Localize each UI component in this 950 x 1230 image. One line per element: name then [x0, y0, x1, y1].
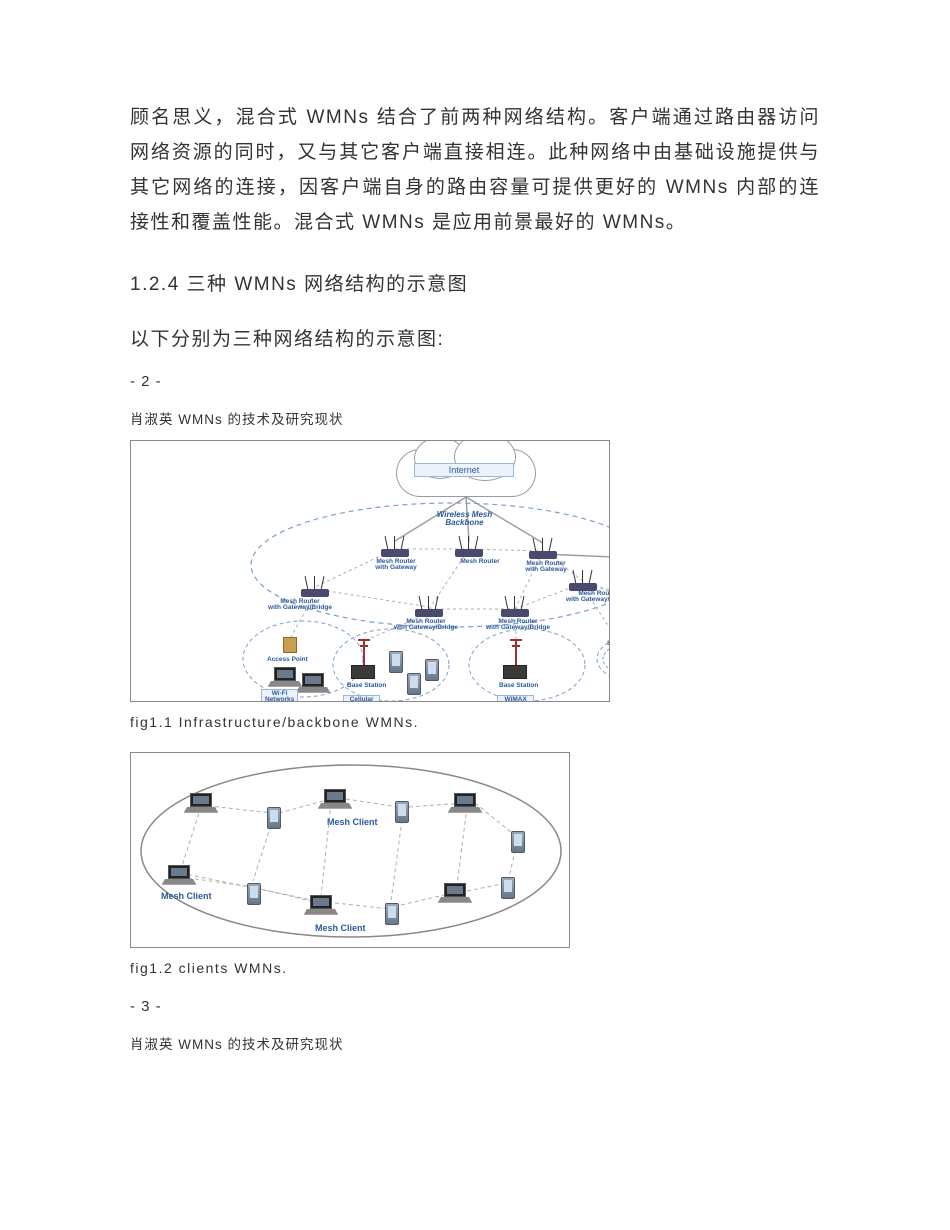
access-point-icon	[283, 637, 297, 653]
router-label: Mesh Router with Gateway/Bridge	[391, 619, 461, 632]
base-station-icon	[351, 665, 375, 679]
body-paragraph: 顾名思义，混合式 WMNs 结合了前两种网络结构。客户端通过路由器访问网络资源的…	[130, 100, 820, 241]
page-number-2: - 2 -	[130, 373, 820, 390]
mesh-router-icon	[501, 601, 529, 617]
figure-1-caption: fig1.1 Infrastructure/backbone WMNs.	[130, 714, 820, 730]
router-label: Mesh Router with Gateway/Bridge	[483, 619, 553, 632]
mesh-client-pda-icon	[511, 831, 525, 853]
base-station-label: Base Station	[347, 683, 386, 690]
mesh-router-icon	[569, 575, 597, 591]
wifi-networks-label: Wi-Fi Networks	[261, 689, 298, 702]
mesh-router-icon	[455, 541, 483, 557]
mesh-router-icon	[529, 543, 557, 559]
base-station-icon	[503, 665, 527, 679]
mesh-client-pda-icon	[267, 807, 281, 829]
base-station-label: Base Station	[499, 683, 538, 690]
mesh-client-laptop-icon	[165, 865, 193, 885]
sensor-label: Sensor	[607, 641, 610, 648]
mesh-client-pda-icon	[501, 877, 515, 899]
mesh-router-icon	[301, 581, 329, 597]
pda-icon	[425, 659, 439, 681]
mesh-client-laptop-icon	[321, 789, 349, 809]
figure-2-caption: fig1.2 clients WMNs.	[130, 960, 820, 976]
network-type-label: Cellular Networks	[343, 695, 380, 702]
router-label: Mesh Router with Gateway	[511, 561, 581, 574]
access-point-label: Access Point	[267, 657, 308, 664]
router-label: Mesh Router with Gateway/Bridge	[265, 599, 335, 612]
mesh-client-laptop-icon	[451, 793, 479, 813]
router-label: Mesh Router	[445, 559, 515, 566]
page-number-3: - 3 -	[130, 998, 820, 1015]
figure-2-clients-wmns: Mesh Client Mesh Client Mesh Client	[130, 752, 570, 948]
mesh-client-pda-icon	[247, 883, 261, 905]
router-label: Mesh Router with Gateway	[361, 559, 431, 572]
mesh-client-pda-icon	[395, 801, 409, 823]
router-label: Mesh Router with Gateway/Bridge	[563, 591, 610, 604]
intro-line: 以下分别为三种网络结构的示意图:	[130, 324, 820, 351]
mesh-router-icon	[381, 541, 409, 557]
mesh-client-label: Mesh Client	[327, 817, 378, 827]
running-header-2: 肖淑英 WMNs 的技术及研究现状	[130, 1033, 820, 1053]
laptop-icon	[271, 667, 299, 687]
mesh-client-label: Mesh Client	[315, 923, 366, 933]
mesh-client-pda-icon	[385, 903, 399, 925]
backbone-label: Wireless Mesh Backbone	[417, 511, 512, 529]
mesh-client-label: Mesh Client	[161, 891, 212, 901]
mesh-client-laptop-icon	[307, 895, 335, 915]
pda-icon	[407, 673, 421, 695]
figure-1-infrastructure-wmns: Internet Wireless Mesh Backbone Mesh Route…	[130, 440, 610, 702]
running-header-1: 肖淑英 WMNs 的技术及研究现状	[130, 408, 820, 428]
internet-label: Internet	[414, 463, 514, 477]
laptop-icon	[299, 673, 327, 693]
mesh-client-laptop-icon	[441, 883, 469, 903]
mesh-router-icon	[415, 601, 443, 617]
mesh-client-laptop-icon	[187, 793, 215, 813]
network-type-label: WiMAX Networks	[497, 695, 534, 702]
base-station-tower-icon	[363, 639, 365, 665]
base-station-tower-icon	[515, 639, 517, 665]
section-heading: 1.2.4 三种 WMNs 网络结构的示意图	[130, 269, 820, 296]
pda-icon	[389, 651, 403, 673]
